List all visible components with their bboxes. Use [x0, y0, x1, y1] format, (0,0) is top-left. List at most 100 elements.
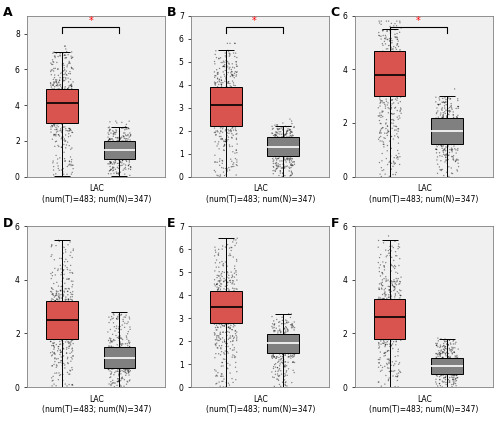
Point: [378, 67, 386, 73]
Point: [55, 321, 63, 328]
Point: [454, 360, 462, 367]
Point: [390, 66, 398, 73]
Point: [287, 321, 295, 328]
Point: [290, 359, 298, 366]
Point: [49, 322, 57, 329]
Bar: [268, 138, 299, 156]
Point: [62, 116, 70, 123]
Point: [448, 360, 456, 367]
Point: [59, 332, 67, 339]
Point: [59, 93, 67, 100]
Point: [445, 163, 453, 170]
Point: [56, 298, 64, 305]
Point: [438, 135, 446, 141]
Point: [281, 363, 289, 370]
Point: [450, 143, 458, 149]
Point: [276, 146, 284, 152]
Point: [393, 64, 401, 70]
Point: [217, 283, 225, 290]
Bar: [46, 89, 78, 123]
Point: [384, 377, 392, 384]
Point: [226, 290, 234, 297]
Point: [220, 349, 228, 356]
Point: [54, 98, 62, 104]
Point: [283, 383, 291, 389]
Point: [454, 386, 462, 393]
Point: [116, 142, 124, 149]
Point: [438, 361, 446, 368]
Point: [270, 365, 278, 372]
Point: [438, 166, 446, 173]
Point: [217, 272, 225, 278]
Point: [434, 351, 442, 357]
Point: [276, 137, 284, 144]
Point: [442, 370, 450, 376]
Point: [390, 67, 398, 74]
Point: [272, 132, 280, 139]
Point: [452, 105, 460, 112]
Point: [51, 355, 59, 362]
Point: [233, 149, 241, 156]
Point: [48, 272, 56, 279]
Point: [383, 65, 391, 72]
Point: [48, 342, 56, 349]
Point: [225, 122, 233, 129]
Point: [274, 339, 282, 346]
Point: [118, 376, 126, 382]
Point: [218, 77, 226, 84]
Point: [376, 299, 384, 306]
Point: [276, 318, 283, 325]
Point: [66, 127, 74, 134]
Point: [450, 131, 458, 137]
Point: [433, 340, 441, 347]
Point: [440, 364, 448, 370]
Point: [108, 349, 116, 355]
Point: [285, 141, 293, 148]
Point: [108, 166, 116, 173]
Point: [388, 116, 396, 123]
Point: [60, 93, 68, 100]
Point: [60, 71, 68, 78]
Point: [58, 60, 66, 67]
Point: [374, 328, 382, 335]
Point: [391, 238, 399, 245]
Point: [280, 331, 287, 338]
Point: [115, 160, 123, 167]
Point: [282, 329, 290, 336]
Point: [62, 246, 70, 253]
Point: [50, 120, 58, 127]
Point: [288, 168, 296, 175]
Point: [68, 291, 76, 298]
Point: [213, 298, 221, 304]
Point: [396, 85, 404, 92]
Point: [376, 344, 384, 350]
Point: [66, 89, 74, 96]
Point: [228, 341, 236, 348]
Point: [61, 280, 69, 287]
Point: [56, 96, 64, 102]
Point: [288, 336, 296, 343]
Point: [223, 306, 231, 312]
Point: [216, 112, 224, 119]
Point: [433, 109, 441, 116]
Point: [397, 304, 405, 310]
Point: [287, 141, 295, 147]
Point: [394, 290, 402, 296]
Point: [47, 338, 55, 345]
Point: [48, 311, 56, 318]
Point: [120, 349, 128, 356]
Point: [120, 368, 128, 375]
Point: [112, 147, 120, 154]
Point: [447, 360, 455, 366]
Point: [214, 112, 222, 119]
Point: [454, 366, 462, 373]
Point: [278, 165, 285, 171]
Point: [376, 50, 384, 57]
Point: [212, 301, 220, 308]
Point: [124, 136, 132, 142]
Point: [432, 138, 440, 144]
Point: [112, 149, 120, 155]
Point: [449, 112, 457, 118]
Point: [380, 311, 388, 317]
Point: [105, 350, 113, 357]
